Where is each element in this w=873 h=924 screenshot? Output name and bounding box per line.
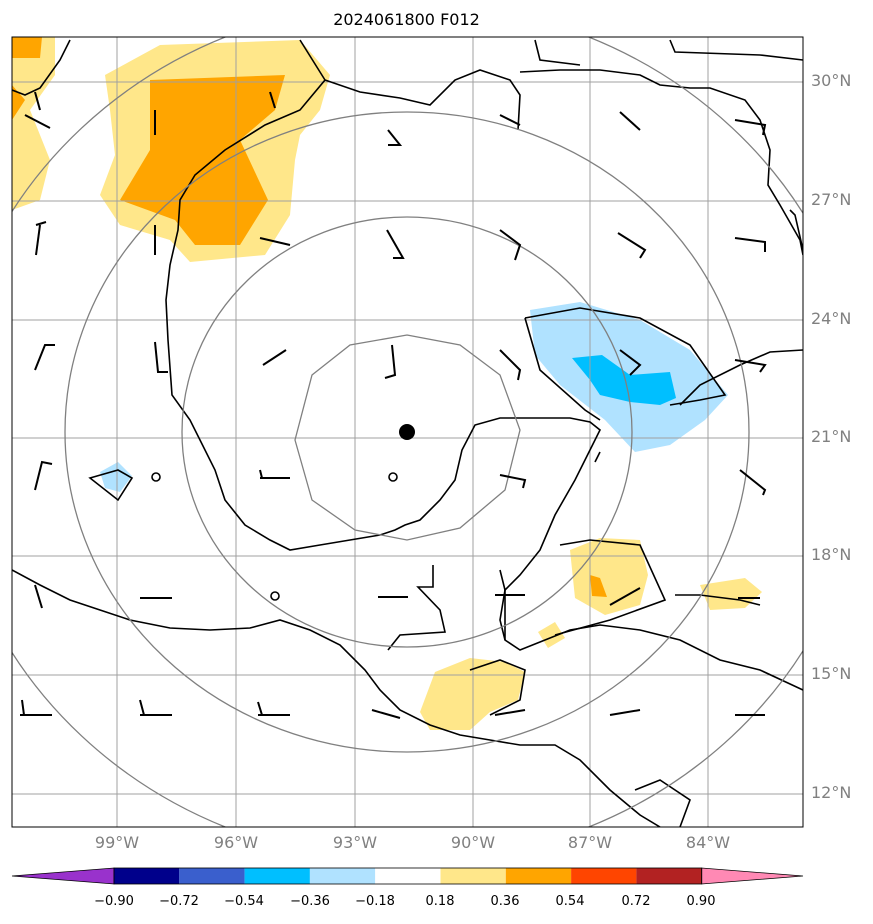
colorbar-cell	[571, 868, 637, 884]
colorbar-tick: −0.72	[159, 894, 199, 909]
colorbar-cell	[505, 868, 572, 884]
map-frame	[11, 36, 804, 828]
shade-orange-nw2	[12, 85, 25, 120]
lat-label-18n: 18°N	[811, 545, 852, 564]
shade-yellow-nw	[12, 37, 55, 210]
shading-layer	[12, 37, 762, 730]
colorbar-tick: −0.18	[355, 894, 395, 909]
colorbar-cell	[179, 868, 245, 884]
shade-lightblue-west	[100, 462, 132, 492]
colorbar-cell	[636, 868, 702, 884]
colorbar-cell	[309, 868, 376, 884]
lon-label-96w: 96°W	[213, 833, 259, 852]
colorbar-tick: 0.90	[686, 894, 716, 909]
shade-orange-honduras	[590, 575, 607, 597]
lat-label-15n: 15°N	[811, 664, 852, 683]
colorbar-tick: 0.36	[490, 894, 520, 909]
colorbar-extend-low	[11, 867, 115, 885]
shade-orange-nw	[12, 37, 42, 58]
storm-center-marker	[399, 424, 415, 440]
lat-label-27n: 27°N	[811, 190, 852, 209]
calm-wind-markers	[151, 472, 398, 601]
map-panel	[11, 36, 804, 828]
colorbar-tick: −0.54	[224, 894, 264, 909]
colorbar	[11, 867, 804, 885]
shade-orange-texas	[120, 75, 285, 245]
lat-label-21n: 21°N	[811, 427, 852, 446]
lon-label-87w: 87°W	[567, 833, 613, 852]
colorbar-tick: −0.36	[290, 894, 330, 909]
lon-label-93w: 93°W	[332, 833, 378, 852]
lat-label-12n: 12°N	[811, 783, 852, 802]
lon-label-90w: 90°W	[450, 833, 496, 852]
colorbar-tick: −0.90	[94, 894, 134, 909]
coastlines	[12, 39, 803, 827]
colorbar-cell	[440, 868, 506, 884]
lat-label-30n: 30°N	[811, 71, 852, 90]
lat-label-24n: 24°N	[811, 309, 852, 328]
map-title: 2024061800 F012	[333, 10, 480, 29]
colorbar-tick: 0.72	[621, 894, 651, 909]
colorbar-cell	[375, 868, 441, 884]
lon-label-99w: 99°W	[94, 833, 140, 852]
colorbar-tick: 0.54	[555, 894, 585, 909]
colorbar-frame	[113, 867, 703, 885]
colorbar-extend-high	[701, 867, 804, 885]
colorbar-cell	[114, 868, 180, 884]
shade-yellow-gulfhond	[538, 622, 565, 648]
shade-blue-cuba	[572, 355, 676, 405]
colorbar-cell	[244, 868, 310, 884]
lon-label-84w: 84°W	[685, 833, 731, 852]
shade-yellow-honduras	[570, 538, 648, 615]
wind-barbs	[20, 91, 767, 719]
range-rings	[12, 37, 803, 827]
colorbar-tick: 0.18	[425, 894, 455, 909]
